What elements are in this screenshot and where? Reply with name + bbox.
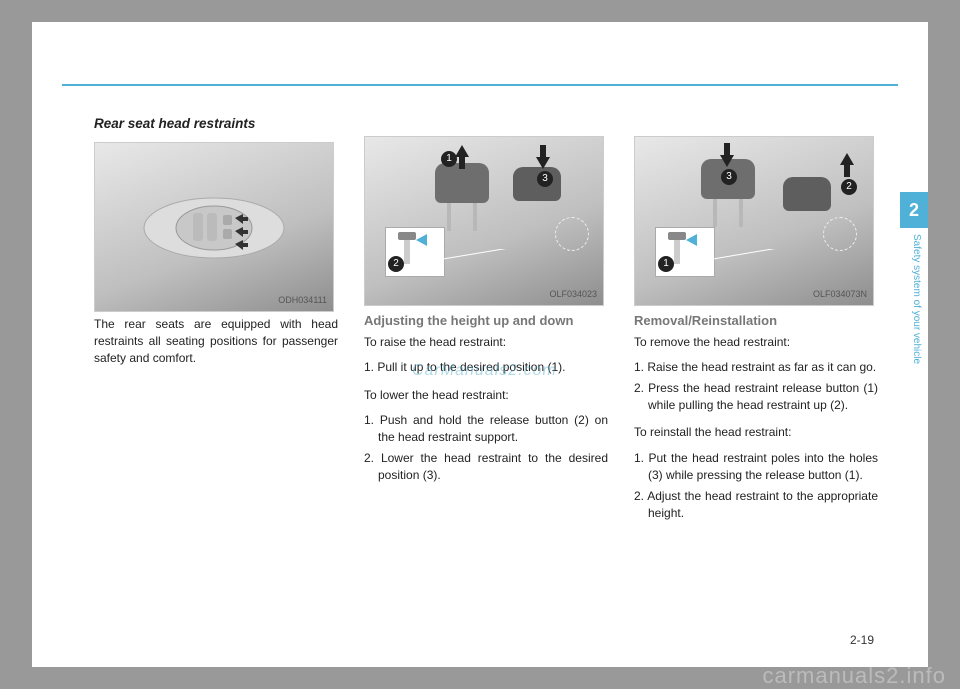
callout-badge: 1 [441, 151, 457, 167]
list-item: 1. Put the head restraint poles into the… [634, 450, 878, 485]
release-button-icon [668, 232, 686, 240]
section-heading: Rear seat head restraints [94, 114, 338, 134]
callout-badge: 3 [721, 169, 737, 185]
list-item: 2. Lower the head restraint to the desir… [364, 450, 608, 485]
arrow-up-icon [840, 153, 854, 165]
headrest-icon [783, 177, 831, 211]
lower-steps-list: 1. Push and hold the release button (2) … [364, 412, 608, 485]
watermark-bottom: carmanuals2.info [762, 663, 946, 689]
headrest-post-icon [713, 199, 717, 227]
manual-page: 2 Safety system of your vehicle Rear sea… [32, 22, 928, 667]
intro-paragraph: The rear seats are equipped with head re… [94, 316, 338, 368]
detail-circle-icon [555, 217, 589, 251]
arrow-stem-icon [459, 157, 465, 169]
reinstall-intro-text: To reinstall the head restraint: [634, 424, 878, 441]
chapter-tab: 2 [900, 192, 928, 228]
list-item: 1. Raise the head restraint as far as it… [634, 359, 878, 376]
column-2: 1 3 2 OLF034023 Adjusting the height up … [364, 114, 608, 532]
release-detail-box: 2 [385, 227, 445, 277]
lower-intro-text: To lower the head restraint: [364, 387, 608, 404]
callout-badge: 2 [841, 179, 857, 195]
sub-heading: Removal/Reinstallation [634, 312, 878, 331]
raise-intro-text: To raise the head restraint: [364, 334, 608, 351]
figure-caption: ODH034111 [278, 294, 327, 307]
reinstall-steps-list: 1. Put the head restraint poles into the… [634, 450, 878, 523]
figure-caption: OLF034073N [813, 288, 867, 301]
headrest-icon [513, 167, 561, 201]
detail-circle-icon [823, 217, 857, 251]
arrow-down-icon [720, 155, 734, 167]
remove-steps-list: 1. Raise the head restraint as far as it… [634, 359, 878, 414]
chapter-title-vertical: Safety system of your vehicle [906, 234, 922, 414]
headrest-icon [435, 163, 489, 203]
arrow-stem-icon [540, 145, 546, 157]
arrow-left-icon [686, 234, 697, 246]
headrest-post-icon [739, 199, 743, 227]
page-number: 2-19 [850, 633, 874, 647]
headrest-post-icon [473, 203, 477, 231]
figure-rear-seats-top-view: ODH034111 [94, 142, 334, 312]
headrest-post-icon [447, 203, 451, 231]
remove-intro-text: To remove the head restraint: [634, 334, 878, 351]
arrow-up-icon [455, 145, 469, 157]
release-detail-box: 1 [655, 227, 715, 277]
list-item: 2. Press the head restraint release butt… [634, 380, 878, 415]
car-top-icon [139, 163, 289, 293]
column-1: Rear seat head restraints ODH034111 The … [94, 114, 338, 532]
column-3: 3 2 1 OLF034073N Removal/Reinstallation … [634, 114, 878, 532]
release-button-icon [398, 232, 416, 240]
arrow-stem-icon [844, 165, 850, 177]
callout-badge: 1 [658, 256, 674, 272]
callout-badge: 2 [388, 256, 404, 272]
figure-caption: OLF034023 [549, 288, 597, 301]
arrow-down-icon [536, 157, 550, 169]
leader-line-icon [713, 249, 833, 289]
top-rule [62, 84, 898, 86]
content-columns: Rear seat head restraints ODH034111 The … [94, 114, 878, 532]
figure-adjust-height: 1 3 2 OLF034023 [364, 136, 604, 306]
figure-removal: 3 2 1 OLF034073N [634, 136, 874, 306]
watermark-center: CarManuals2.com [412, 362, 557, 380]
sub-heading: Adjusting the height up and down [364, 312, 608, 331]
arrow-left-icon [416, 234, 427, 246]
leader-line-icon [443, 249, 563, 289]
list-item: 1. Push and hold the release button (2) … [364, 412, 608, 447]
list-item: 2. Adjust the head restraint to the appr… [634, 488, 878, 523]
arrow-stem-icon [724, 143, 730, 155]
callout-badge: 3 [537, 171, 553, 187]
